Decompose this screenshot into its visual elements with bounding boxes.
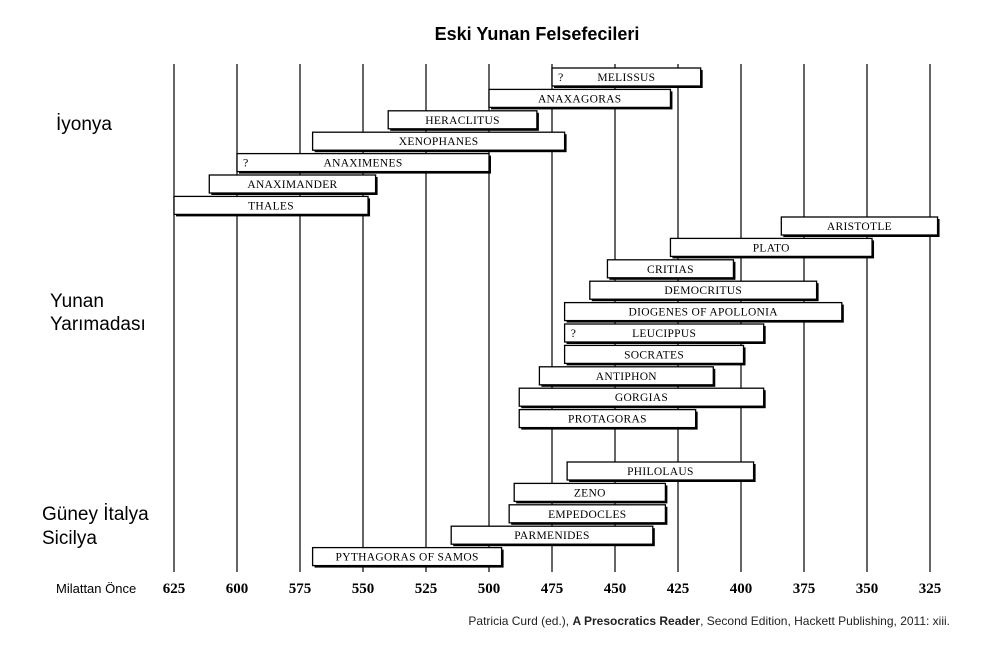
tick-label-625: 625 [163,581,186,597]
bar-box [518,408,697,429]
bar-protagoras: PROTAGORAS [518,408,698,430]
bar-pythagoras-of-samos: PYTHAGORAS OF SAMOS [311,546,504,568]
bar-label: PHILOLAUS [627,466,694,478]
tick-label-350: 350 [856,581,879,597]
tick-labels: 625 600 575 550 525 500 475 450 425 400 375 350 325 [163,581,942,597]
bar-antiphon: ANTIPHON [538,366,716,387]
bar-box [563,301,843,322]
bar-box [538,366,714,386]
tick-label-600: 600 [226,581,249,597]
bar-plato: PLATO [669,237,875,259]
bar-thales: THALES [173,195,371,217]
bar-box [311,131,566,151]
bar-box [513,482,667,503]
bar-socrates: SOCRATES [563,344,746,366]
tick-label-500: 500 [478,581,501,597]
bar-empedocles: EMPEDOCLES [508,504,668,525]
bar-label: ANTIPHON [596,371,658,383]
source-prefix: Patricia Curd (ed.), [468,614,572,628]
tick-label-400: 400 [730,581,753,597]
bar-aristotle: ARISTOTLE [780,216,940,237]
bar-box [606,259,735,279]
bar-label: EMPEDOCLES [548,509,626,521]
tick-label-425: 425 [667,581,690,597]
bar-box [780,216,939,236]
bar-label: MELISSUS [597,72,655,84]
bar-label: PARMENIDES [514,530,589,542]
tick-label-575: 575 [289,581,312,597]
bar-label: GORGIAS [615,392,668,404]
region-label-yunan-yarimadasi-line-2: Yarımadası [50,314,146,335]
bar-label: LEUCIPPUS [632,328,696,340]
bar-box [236,152,490,173]
bar-label: THALES [248,200,294,212]
tick-label-525: 525 [415,581,438,597]
bar-box [563,323,765,343]
bar-box [311,546,503,567]
bar-box [508,504,667,524]
axis-label: Milattan Önce [56,581,136,596]
bar-diogenes-of-apollonia: DIOGENES OF APOLLONIA [563,301,844,323]
bar-label: ANAXAGORAS [538,93,622,105]
bar-critias: CRITIAS [606,259,736,280]
source-book: A Presocratics Reader [572,614,700,628]
bar-box [518,387,765,407]
region-label-yunan-yarimadasi-line-1: Yunan [50,291,104,312]
uncertain-start-mark: ? [558,70,563,84]
bar-leucippus: LEUCIPPUS? [563,323,766,344]
bar-zeno: ZENO [513,482,668,504]
region-label-guney-italya-sicilya-line-1: Güney İtalya [42,504,149,525]
bar-box [669,237,873,258]
bar-box [208,174,377,194]
bar-label: ANAXIMENES [323,158,402,170]
bar-anaxagoras: ANAXAGORAS [488,88,673,110]
uncertain-start-mark: ? [243,156,248,170]
bar-box [488,88,672,109]
tick-label-375: 375 [793,581,816,597]
bar-label: PLATO [753,242,790,254]
bars: MELISSUS? ANAXAGORAS HERACLITUS XENOPHANES A… [173,67,940,568]
bar-label: PROTAGORAS [568,414,647,426]
chart-title: Eski Yunan Felsefecileri [435,24,640,44]
bar-box [173,195,369,216]
bar-label: PYTHAGORAS OF SAMOS [336,552,479,564]
bar-label: ANAXIMANDER [247,179,337,191]
tick-label-550: 550 [352,581,375,597]
bar-label: CRITIAS [647,264,694,276]
bar-label: XENOPHANES [399,136,479,148]
bar-box [563,344,745,365]
bar-box [566,461,755,481]
bar-anaximander: ANAXIMANDER [208,174,378,195]
bar-melissus: MELISSUS? [551,67,703,88]
bar-label: ARISTOTLE [827,221,892,233]
region-label-iyonya: İyonya [56,114,112,135]
tick-label-325: 325 [919,581,942,597]
bar-democritus: DEMOCRITUS [589,280,819,302]
bar-box [450,525,654,545]
bar-box [551,67,702,87]
bar-box [589,280,818,300]
tick-label-450: 450 [604,581,627,597]
bar-label: ZENO [574,487,606,499]
bar-philolaus: PHILOLAUS [566,461,756,482]
bar-box [387,110,538,130]
region-label-guney-italya-sicilya-line-2: Sicilya [42,528,97,549]
bar-parmenides: PARMENIDES [450,525,655,547]
bar-anaximenes: ANAXIMENES? [236,152,491,174]
tick-label-475: 475 [541,581,564,597]
source-suffix: , Second Edition, Hackett Publishing, 20… [700,614,950,628]
bar-label: DIOGENES OF APOLLONIA [628,307,778,319]
bar-xenophanes: XENOPHANES [311,131,567,153]
bar-label: DEMOCRITUS [664,285,742,297]
bar-heraclitus: HERACLITUS [387,110,539,131]
uncertain-start-mark: ? [571,326,576,340]
bar-label: SOCRATES [624,349,684,361]
bar-label: HERACLITUS [425,115,500,127]
bar-gorgias: GORGIAS [518,387,766,409]
source-citation: Patricia Curd (ed.), A Presocratics Read… [468,614,950,628]
